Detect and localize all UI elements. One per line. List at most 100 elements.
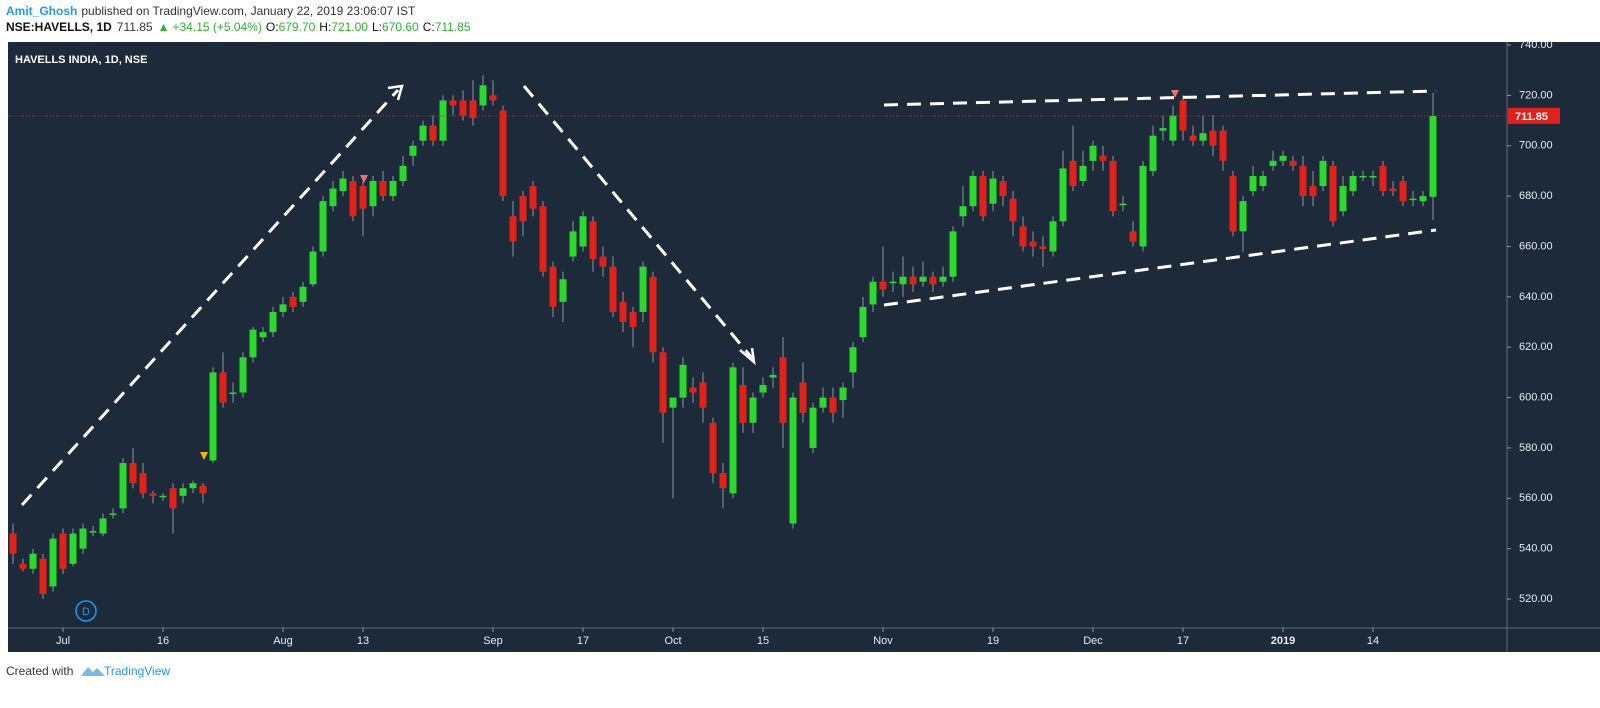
x-tick-label: 16 <box>157 635 169 647</box>
x-tick-label: Sep <box>483 635 503 647</box>
x-tick-label: 13 <box>357 635 369 647</box>
candle-body <box>959 206 967 217</box>
candle-body <box>879 281 887 290</box>
y-tick-label: 620.00 <box>1519 341 1553 353</box>
candle-body <box>379 181 387 197</box>
candle-body <box>989 178 997 204</box>
change: +34.15 (+5.04%) <box>173 20 262 34</box>
y-tick-label: 680.00 <box>1519 190 1553 202</box>
interval-badge[interactable] <box>75 600 97 622</box>
candle-body <box>69 533 77 564</box>
candle-body <box>749 397 757 423</box>
candle-body <box>1359 175 1367 178</box>
candle-body <box>849 347 857 373</box>
candle-body <box>209 372 217 461</box>
candle-body <box>1209 130 1217 146</box>
trend-line <box>883 89 1437 107</box>
candle-body <box>469 100 477 119</box>
ohlc-label: C: <box>423 20 435 34</box>
interval-badge-text: D <box>82 606 90 618</box>
candle-body <box>129 463 137 484</box>
candle-body <box>1329 165 1337 222</box>
candle-body <box>19 563 27 569</box>
candle-body <box>539 206 547 272</box>
candle-body <box>1119 203 1127 206</box>
candle-body <box>1099 155 1107 161</box>
candle-body <box>459 100 467 116</box>
ohlc-value: 670.60 <box>382 20 419 34</box>
candle-body <box>489 95 497 101</box>
candle-body <box>569 231 577 257</box>
x-tick-label: 19 <box>987 635 999 647</box>
candle-body <box>149 493 157 496</box>
candle-body <box>829 397 837 413</box>
candle-body <box>579 216 587 247</box>
candle-body <box>1069 160 1077 187</box>
plot: 520.00 540.00 560.00 580.00 600.00 620.00 640.… <box>8 39 1560 647</box>
candle-body <box>159 495 167 498</box>
candle-body <box>1319 160 1327 187</box>
candle-body <box>939 276 947 282</box>
y-tick-label: 660.00 <box>1519 240 1553 252</box>
y-tick-label: 520.00 <box>1519 593 1553 605</box>
candle-body <box>1029 241 1037 247</box>
candle-body <box>9 533 17 554</box>
candle-body <box>369 181 377 207</box>
arrow-head <box>387 84 404 101</box>
x-tick-label: Dec <box>1083 635 1103 647</box>
candle-body <box>1219 130 1227 161</box>
candle-body <box>179 488 187 496</box>
x-tick-label: 17 <box>577 635 589 647</box>
candle-body <box>289 296 297 307</box>
logo <box>81 667 105 676</box>
candle-body <box>609 266 617 312</box>
candle-body <box>619 301 627 323</box>
candle-body <box>1269 160 1277 166</box>
last-price-label: 711.85 <box>1515 111 1548 123</box>
candle-body <box>499 110 507 197</box>
candle-body <box>89 531 97 533</box>
candle-body <box>1139 165 1147 247</box>
candle-body <box>109 513 117 515</box>
candle-body <box>1109 160 1117 212</box>
y-tick-label: 540.00 <box>1519 543 1553 555</box>
candle-body <box>49 538 57 587</box>
last-price-tag <box>1508 107 1560 124</box>
candle-body <box>409 145 417 156</box>
candle-body <box>929 276 937 285</box>
candle-body <box>889 281 897 284</box>
candle-body <box>1159 128 1167 131</box>
signal-marker <box>360 175 368 183</box>
candle-body <box>199 485 207 494</box>
candle-body <box>559 279 567 302</box>
chart-background <box>8 42 1600 652</box>
y-tick-label: 720.00 <box>1519 89 1553 101</box>
candle-body <box>779 357 787 423</box>
candle-body <box>1049 221 1057 252</box>
footer-brand[interactable]: TradingView <box>104 664 170 678</box>
header-line-2: NSE:HAVELLS, 1D 711.85 ▲ +34.15 (+5.04%) O:6… <box>6 20 471 34</box>
candle-body <box>1189 135 1197 141</box>
candle-body <box>639 266 647 312</box>
author[interactable]: Amit_Ghosh <box>6 4 77 18</box>
candle-body <box>429 125 437 141</box>
candle-body <box>859 306 867 338</box>
candle-body <box>339 178 347 192</box>
x-tick-label: 14 <box>1367 635 1379 647</box>
y-tick-label: 640.00 <box>1519 291 1553 303</box>
candle-body <box>1399 181 1407 202</box>
candle-body <box>119 463 127 509</box>
candle-body <box>189 483 197 489</box>
y-tick-label: 600.00 <box>1519 391 1553 403</box>
signal-marker <box>200 452 208 460</box>
candle-body <box>1039 246 1047 250</box>
candle-body <box>1349 175 1357 192</box>
candle-body <box>479 85 487 106</box>
candle-body <box>269 311 277 333</box>
candle-body <box>99 518 107 534</box>
candle-body <box>719 473 727 489</box>
candle-body <box>919 276 927 282</box>
candle-body <box>1089 145 1097 161</box>
